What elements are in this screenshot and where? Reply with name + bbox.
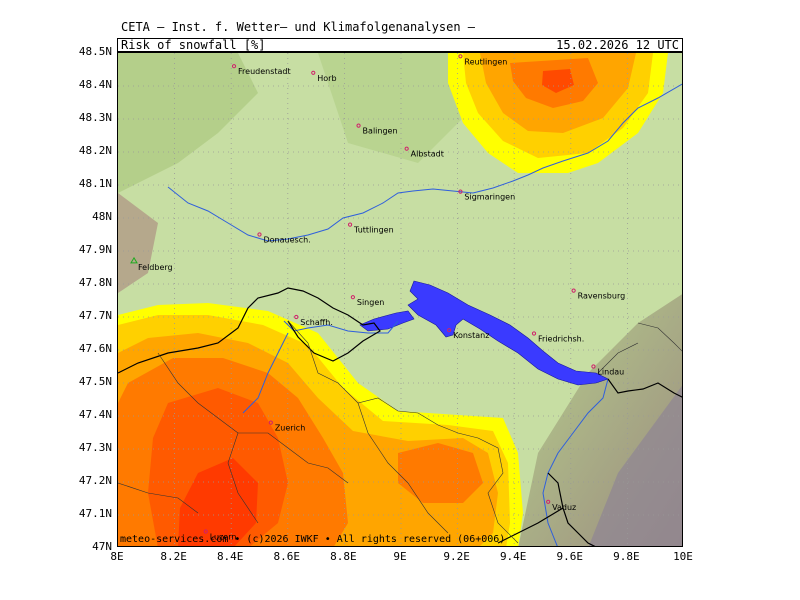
site-layer: Feldberg	[130, 256, 173, 272]
lat-tick-label: 47.3N	[78, 441, 112, 454]
terrain-shade-swabian	[318, 53, 468, 163]
city-marker: Zuerich	[268, 420, 305, 433]
city-label: Vaduz	[552, 503, 576, 512]
lat-tick-label: 47N	[92, 540, 112, 553]
city-dot	[268, 420, 273, 425]
city-marker: Konstanz	[447, 328, 489, 340]
lat-tick-label: 47.6N	[78, 342, 112, 355]
city-marker: Schaffh.	[294, 314, 333, 327]
lon-tick-label: 9.2E	[443, 550, 470, 563]
lat-tick-label: 47.2N	[78, 474, 112, 487]
city-marker: Lindau	[591, 364, 624, 377]
forecast-map: Reutlingen Freudenstadt Horb Balingen Albsta…	[117, 52, 683, 547]
lon-tick-label: 9.8E	[613, 550, 640, 563]
city-dot	[347, 222, 353, 227]
city-marker: Singen	[350, 295, 384, 307]
timestamp-label: 15.02.2026 12 UTC	[556, 38, 679, 52]
city-dot	[458, 189, 463, 194]
city-marker: Tuttlingen	[347, 222, 394, 235]
city-marker: Friedrichsh.	[531, 331, 584, 344]
lat-tick-label: 47.5N	[78, 375, 112, 388]
snowfall-area-north	[448, 53, 668, 173]
city-label: Zuerich	[275, 424, 305, 433]
city-label: Konstanz	[453, 331, 489, 340]
city-label: Freudenstadt	[238, 67, 291, 76]
lat-tick-label: 47.9N	[78, 243, 112, 256]
city-label: Singen	[357, 298, 384, 307]
lat-tick-label: 48.2N	[78, 144, 112, 157]
map-title: CETA – Inst. f. Wetter– und Klimafolgena…	[121, 20, 476, 34]
city-label: Donauesch.	[264, 236, 311, 245]
city-dot	[356, 123, 361, 128]
city-dot	[231, 64, 237, 69]
city-dot	[591, 364, 596, 369]
city-marker: Ravensburg	[571, 288, 626, 301]
lat-tick-label: 48.1N	[78, 177, 112, 190]
lon-tick-label: 9E	[393, 550, 407, 563]
city-marker: Vaduz	[546, 499, 576, 512]
city-label: Schaffh.	[300, 318, 333, 327]
city-dot	[447, 328, 452, 333]
city-dot	[458, 54, 463, 59]
city-dot	[294, 314, 299, 320]
snowfall-area-southwest	[118, 303, 523, 546]
map-canvas: Reutlingen Freudenstadt Horb Balingen Albsta…	[118, 53, 682, 546]
city-marker: Horb	[311, 70, 337, 83]
city-dot	[311, 70, 316, 75]
canton-borders	[118, 320, 682, 544]
city-dot	[203, 529, 208, 534]
city-label: Reutlingen	[464, 57, 507, 66]
city-label: Horb	[317, 74, 336, 83]
lake-constance	[359, 280, 609, 386]
lat-tick-label: 48N	[92, 210, 112, 223]
city-marker: Luzern	[203, 529, 237, 542]
city-marker: Reutlingen	[458, 54, 507, 66]
lat-tick-label: 47.4N	[78, 408, 112, 421]
city-dot	[404, 146, 409, 151]
city-dot	[257, 232, 262, 237]
city-dot	[531, 331, 537, 336]
lon-tick-label: 8.8E	[330, 550, 357, 563]
city-layer: Reutlingen Freudenstadt Horb Balingen Albsta…	[203, 54, 626, 542]
variable-bar: Risk_of_snowfall_[%] 15.02.2026 12 UTC	[117, 38, 683, 52]
country-borders	[118, 287, 682, 546]
city-marker: Balingen	[356, 123, 398, 136]
lon-tick-label: 10E	[673, 550, 693, 563]
lat-tick-label: 47.7N	[78, 309, 112, 322]
lon-tick-label: 8.6E	[273, 550, 301, 563]
lon-tick-label: 9.6E	[556, 550, 584, 563]
lat-tick-label: 47.1N	[78, 507, 112, 520]
lon-tick-label: 8E	[110, 550, 124, 563]
terrain-shade-northwest	[118, 53, 258, 193]
city-label: Friedrichsh.	[538, 335, 584, 344]
variable-label: Risk_of_snowfall_[%]	[121, 38, 266, 52]
city-label: Ravensburg	[578, 292, 626, 301]
city-label: Sigmaringen	[464, 193, 515, 202]
copyright-footer: meteo-services.com • (c)2026 IWKF • All …	[120, 534, 506, 545]
city-dot	[546, 499, 551, 504]
city-label: Balingen	[363, 127, 398, 136]
lat-tick-label: 48.3N	[78, 111, 112, 124]
city-dot	[350, 295, 355, 300]
lon-tick-label: 8.2E	[160, 550, 187, 563]
city-marker: Freudenstadt	[231, 64, 291, 76]
lat-tick-label: 48.5N	[78, 45, 112, 58]
city-marker: Albstadt	[404, 146, 444, 159]
city-label: Lindau	[597, 368, 624, 377]
city-marker: Donauesch.	[257, 232, 311, 245]
lat-tick-label: 47.8N	[78, 276, 112, 289]
city-label: Albstadt	[411, 150, 444, 159]
lon-tick-label: 9.4E	[499, 550, 527, 563]
feldberg-label: Feldberg	[138, 263, 173, 272]
city-dot	[571, 288, 576, 293]
lat-tick-label: 48.4N	[78, 78, 112, 91]
lon-tick-label: 8.4E	[216, 550, 244, 563]
city-label: Luzern	[210, 533, 237, 542]
mountain-triangle-icon	[130, 256, 138, 264]
city-label: Tuttlingen	[353, 226, 394, 235]
city-marker: Sigmaringen	[458, 189, 515, 202]
terrain-shade-alps-high	[588, 385, 682, 546]
